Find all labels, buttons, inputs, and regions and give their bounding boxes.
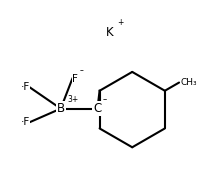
Text: F: F	[72, 74, 78, 84]
Text: CH₃: CH₃	[181, 78, 197, 87]
Text: K: K	[106, 26, 114, 39]
Text: ·F: ·F	[20, 82, 30, 92]
Text: –: –	[102, 95, 106, 104]
Text: –: –	[80, 66, 84, 75]
Text: B: B	[57, 102, 65, 115]
Text: ·F: ·F	[20, 117, 30, 127]
Text: +: +	[117, 18, 124, 27]
Text: C: C	[93, 102, 102, 115]
Text: 3+: 3+	[67, 95, 78, 104]
